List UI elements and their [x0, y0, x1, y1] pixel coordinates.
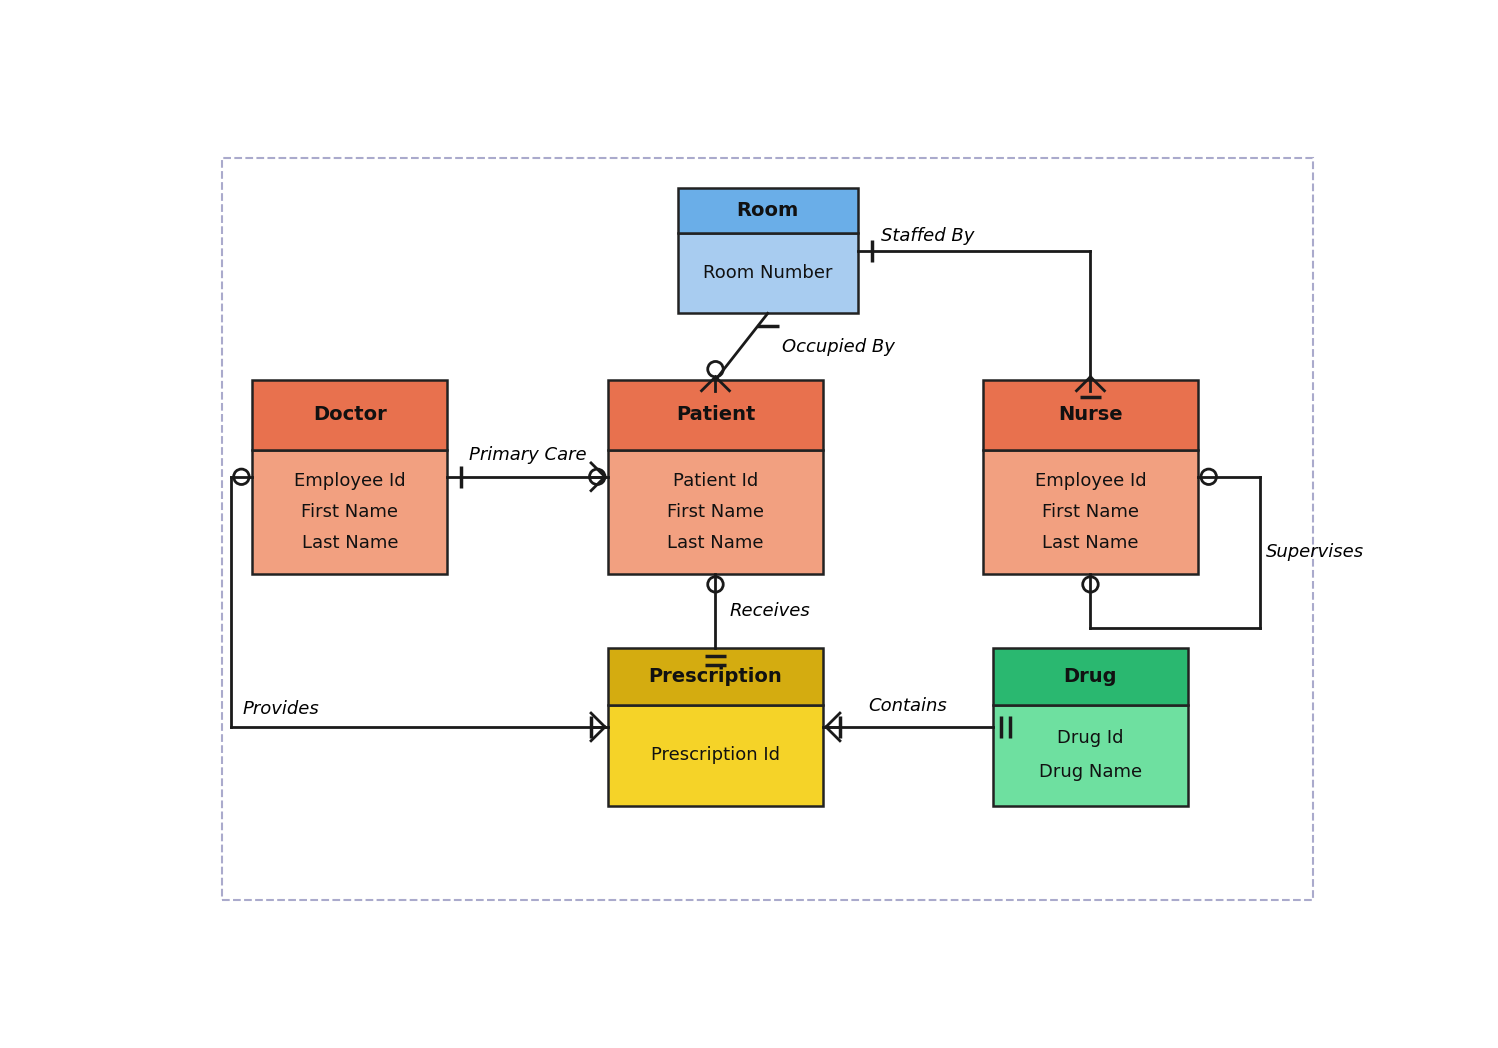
Text: Room Number: Room Number — [703, 264, 833, 282]
FancyBboxPatch shape — [608, 649, 822, 705]
FancyBboxPatch shape — [608, 705, 822, 806]
FancyBboxPatch shape — [993, 649, 1188, 705]
Text: First Name: First Name — [1043, 503, 1138, 521]
Text: Employee Id: Employee Id — [1035, 472, 1146, 489]
FancyBboxPatch shape — [993, 705, 1188, 806]
FancyBboxPatch shape — [608, 450, 822, 573]
Text: Receives: Receives — [730, 602, 810, 620]
FancyBboxPatch shape — [252, 450, 448, 573]
Text: Prescription: Prescription — [649, 668, 782, 686]
Text: Prescription Id: Prescription Id — [652, 746, 780, 764]
Text: Provides: Provides — [243, 700, 319, 718]
Text: First Name: First Name — [301, 503, 398, 521]
Text: Occupied By: Occupied By — [782, 337, 894, 355]
Text: Supervises: Supervises — [1266, 543, 1365, 561]
FancyBboxPatch shape — [252, 380, 448, 450]
Text: Last Name: Last Name — [667, 533, 764, 551]
Text: Staffed By: Staffed By — [881, 226, 974, 244]
FancyBboxPatch shape — [677, 189, 858, 234]
Text: Primary Care: Primary Care — [469, 446, 587, 464]
FancyBboxPatch shape — [677, 234, 858, 313]
Text: Employee Id: Employee Id — [294, 472, 406, 489]
Text: First Name: First Name — [667, 503, 764, 521]
FancyBboxPatch shape — [983, 450, 1198, 573]
Text: Contains: Contains — [869, 697, 947, 715]
Text: Patient: Patient — [676, 406, 755, 424]
FancyBboxPatch shape — [608, 380, 822, 450]
Text: Room: Room — [737, 201, 798, 220]
Text: Last Name: Last Name — [1043, 533, 1138, 551]
Text: Nurse: Nurse — [1058, 406, 1124, 424]
Text: Drug Id: Drug Id — [1058, 729, 1124, 747]
Text: Drug Name: Drug Name — [1040, 763, 1141, 781]
FancyBboxPatch shape — [983, 380, 1198, 450]
Text: Doctor: Doctor — [313, 406, 386, 424]
Text: Last Name: Last Name — [301, 533, 398, 551]
Text: Drug: Drug — [1064, 668, 1118, 686]
Text: Patient Id: Patient Id — [673, 472, 758, 489]
